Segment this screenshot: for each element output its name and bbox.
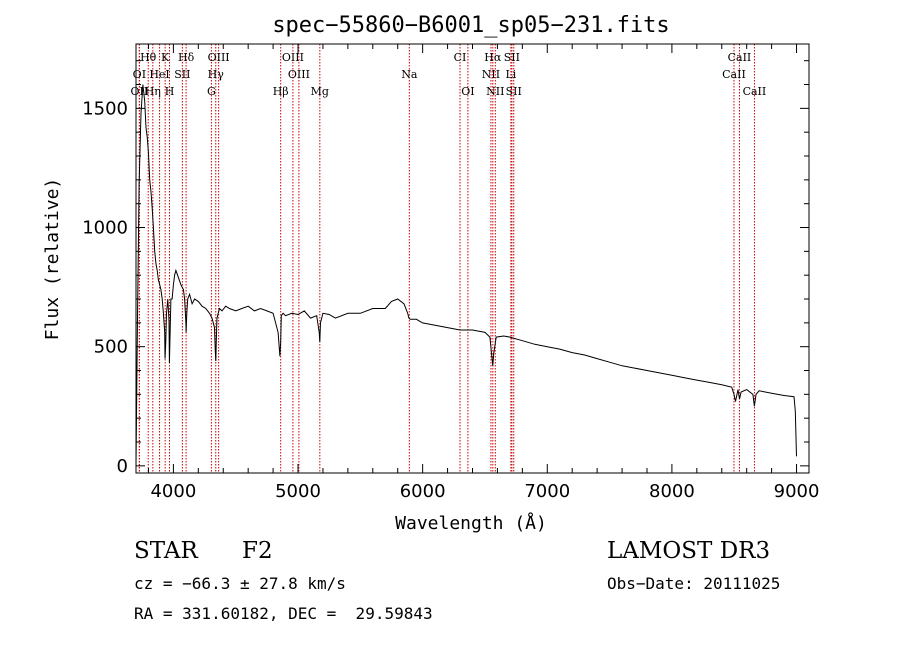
- spectrum-line: [135, 84, 797, 466]
- line-marker-label-10: HeI: [149, 68, 169, 81]
- line-marker-label-4: OIII: [282, 51, 304, 64]
- x-axis-label: Wavelength (Å): [395, 512, 547, 534]
- line-marker-label-5: CI: [454, 51, 467, 64]
- object-class: STAR: [134, 538, 198, 564]
- line-marker-label-27: CaII: [743, 85, 767, 98]
- survey-name: LAMOST DR3: [607, 538, 771, 564]
- line-marker-label-25: NII: [486, 85, 504, 98]
- line-marker-label-12: Hγ: [208, 68, 225, 81]
- plot-frame: [135, 43, 810, 474]
- line-marker-label-17: CaII: [722, 68, 746, 81]
- coordinates: RA = 331.60182, DEC = 29.59843: [134, 604, 433, 623]
- line-marker-label-13: OIII: [288, 68, 310, 81]
- line-marker-label-1: K: [161, 51, 170, 64]
- x-tick-label-7000: 7000: [524, 481, 570, 502]
- line-marker-label-9: OI: [133, 68, 146, 81]
- line-marker-label-16: Li: [505, 68, 516, 81]
- line-marker-label-14: Na: [401, 68, 418, 81]
- x-tick-label-8000: 8000: [649, 481, 695, 502]
- line-marker-label-6: Hα: [484, 51, 502, 64]
- observation-date: Obs−Date: 20111025: [607, 574, 781, 593]
- y-axis-ticks: 0 500 1000 1500: [82, 60, 809, 477]
- x-tick-label-6000: 6000: [400, 481, 446, 502]
- x-tick-label-5000: 5000: [275, 481, 321, 502]
- redshift-velocity: cz = −66.3 ± 27.8 km/s: [134, 574, 346, 593]
- subclass: F2: [242, 538, 273, 564]
- x-tick-label-4000: 4000: [150, 481, 196, 502]
- y-tick-label-0: 0: [117, 456, 128, 477]
- line-marker-label-19: Hη: [145, 85, 161, 98]
- line-marker-label-21: G: [207, 85, 216, 98]
- x-axis-ticks: 4000 5000 6000 7000 8000 9000: [147, 44, 820, 502]
- line-marker-label-0: Hθ: [140, 51, 157, 64]
- y-tick-label-1500: 1500: [82, 98, 128, 119]
- line-marker-label-7: SII: [504, 51, 520, 64]
- line-marker-label-11: SII: [174, 68, 190, 81]
- y-axis-label: Flux (relative): [42, 178, 63, 341]
- line-marker-label-20: H: [165, 85, 175, 98]
- y-tick-label-500: 500: [94, 337, 128, 358]
- line-marker-label-26: SII: [506, 85, 522, 98]
- line-marker-label-15: NII: [482, 68, 500, 81]
- y-tick-label-1000: 1000: [82, 218, 128, 239]
- line-marker-label-23: Mg: [311, 85, 329, 98]
- line-marker-label-24: OI: [461, 85, 474, 98]
- x-tick-label-9000: 9000: [774, 481, 820, 502]
- line-marker-label-3: OIII: [208, 51, 230, 64]
- line-marker-label-22: Hβ: [273, 85, 289, 98]
- emission-line-markers: [138, 44, 755, 473]
- line-marker-label-8: CaII: [728, 51, 752, 64]
- chart-title: spec−55860−B6001_sp05−231.fits: [272, 13, 669, 38]
- line-marker-label-2: Hδ: [178, 51, 195, 64]
